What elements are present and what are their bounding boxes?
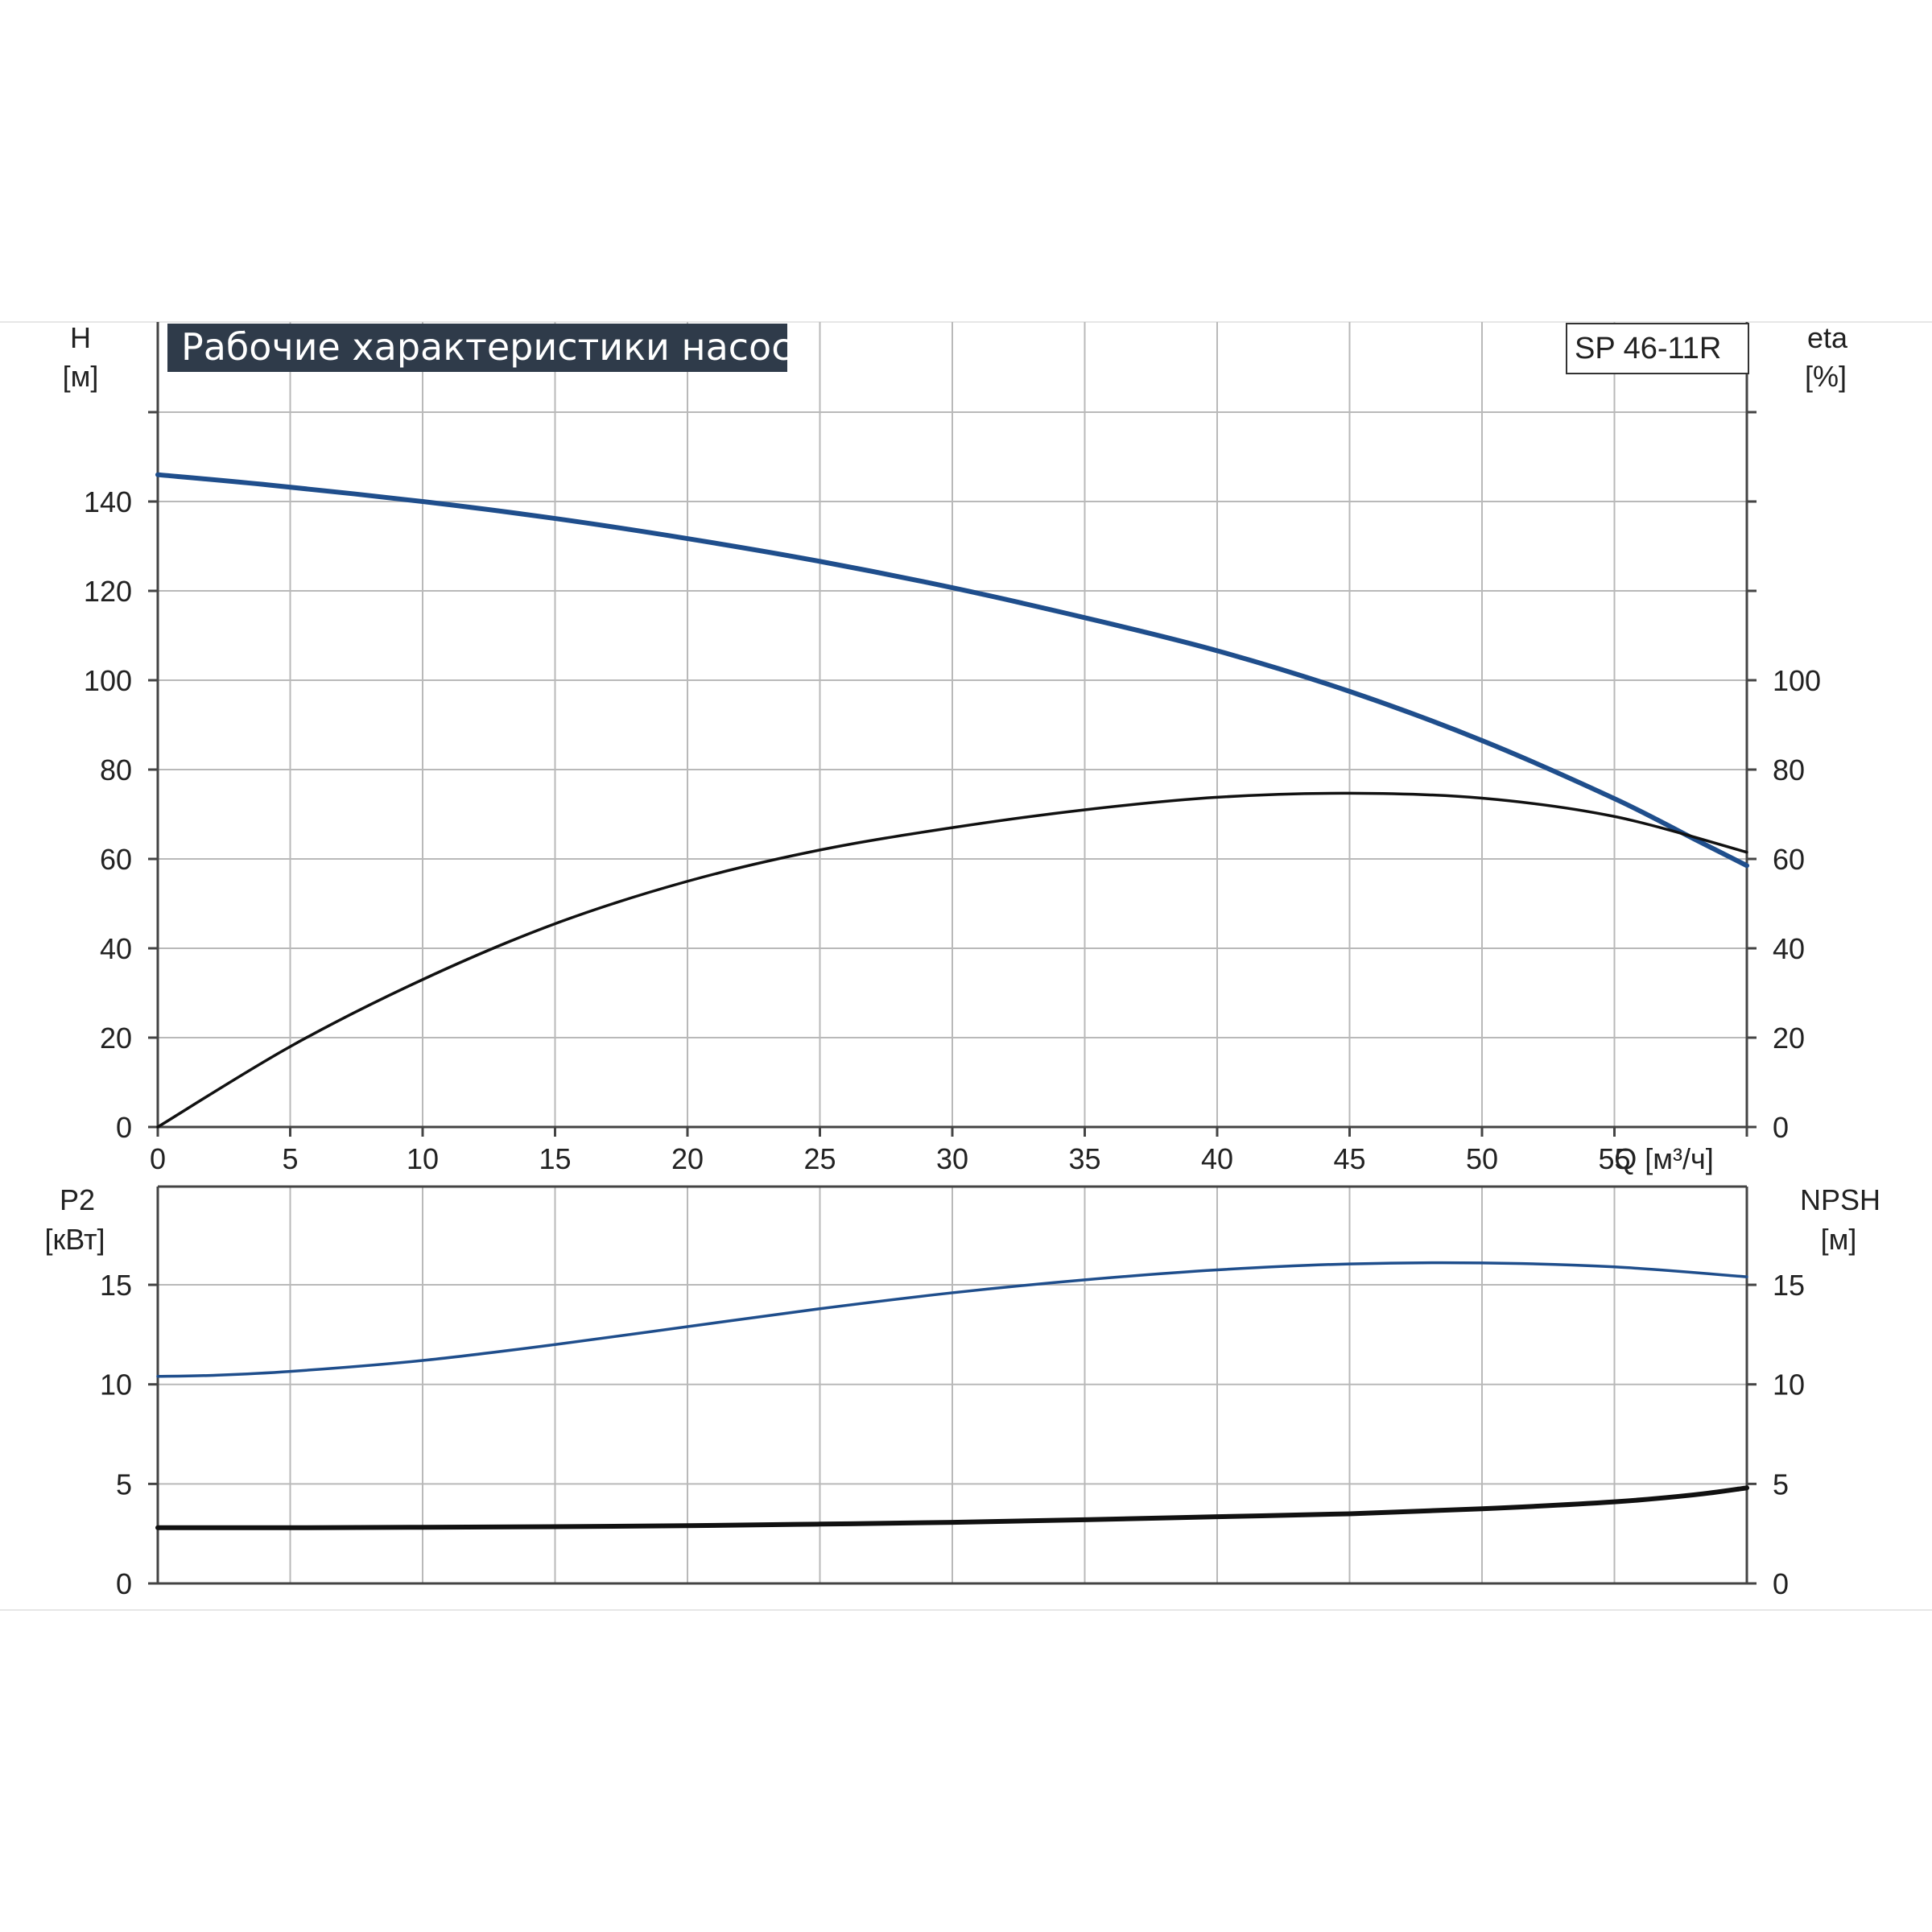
- top-y-right-tick-label: 0: [1773, 1111, 1789, 1144]
- y-left-unit-top: [м]: [63, 360, 99, 393]
- top-y-left-tick-label: 60: [100, 843, 132, 876]
- bottom-series-1: [155, 1485, 1749, 1530]
- y-right-title-bottom: NPSH: [1800, 1183, 1880, 1216]
- top-y-right-tick-label: 40: [1773, 932, 1805, 965]
- model-box: [1566, 323, 1749, 374]
- top-y-left-tick-label: 80: [100, 753, 132, 786]
- chart-title: Рабочие характеристики насоса: [181, 325, 815, 369]
- y-left-title-bottom: P2: [60, 1183, 95, 1216]
- bottom-y-right-tick-label: 5: [1773, 1468, 1789, 1501]
- x-tick-label: 0: [150, 1142, 166, 1175]
- bottom-series-0: [156, 1261, 1748, 1378]
- top-y-right-tick-label: 60: [1773, 843, 1805, 876]
- y-right-unit-bottom: [м]: [1821, 1223, 1857, 1256]
- top-series-0: [155, 472, 1749, 869]
- x-tick-label: 10: [407, 1142, 439, 1175]
- x-tick-label: 30: [936, 1142, 968, 1175]
- x-tick-label: 25: [803, 1142, 836, 1175]
- bottom-plot-grid: [158, 1187, 1748, 1583]
- axes: [148, 322, 1757, 1585]
- x-tick-label: 20: [671, 1142, 704, 1175]
- x-tick-label: 15: [539, 1142, 571, 1175]
- top-y-left-tick-label: 100: [84, 664, 132, 697]
- y-left-unit-bottom: [кВт]: [44, 1223, 105, 1256]
- series-layer: [155, 472, 1749, 1530]
- bottom-y-right-tick-label: 0: [1773, 1567, 1789, 1600]
- y-right-unit-top: [%]: [1805, 360, 1847, 393]
- top-y-left-tick-label: 120: [84, 575, 132, 608]
- x-tick-label: 55: [1598, 1142, 1630, 1175]
- x-tick-label: 45: [1333, 1142, 1365, 1175]
- bottom-y-right-tick-label: 10: [1773, 1368, 1805, 1402]
- bottom-y-left-tick-label: 10: [100, 1368, 132, 1402]
- y-left-title-top: H: [70, 321, 91, 354]
- y-right-title-top: eta: [1807, 321, 1848, 354]
- top-y-left-tick-label: 40: [100, 932, 132, 965]
- chart-title-box: [167, 324, 787, 372]
- model-label: SP 46-11R: [1575, 332, 1721, 365]
- top-plot-grid: [158, 322, 1748, 1127]
- top-series-1: [156, 791, 1748, 1129]
- top-y-right-tick-label: 100: [1773, 664, 1821, 697]
- bottom-y-left-tick-label: 15: [100, 1269, 132, 1302]
- x-tick-label: 50: [1466, 1142, 1498, 1175]
- x-axis-title: Q [м³/ч]: [1614, 1142, 1714, 1175]
- top-y-left-tick-label: 140: [84, 485, 132, 518]
- tick-labels: 0 5 10 15 20 25 30 35 40 45 50 55020406080100120140…: [84, 485, 1821, 1600]
- bottom-y-left-tick-label: 0: [116, 1567, 132, 1600]
- x-tick-label: 35: [1068, 1142, 1100, 1175]
- x-tick-label: 5: [282, 1142, 298, 1175]
- top-y-left-tick-label: 20: [100, 1022, 132, 1055]
- top-y-right-tick-label: 20: [1773, 1022, 1805, 1055]
- x-tick-label: 40: [1201, 1142, 1233, 1175]
- top-y-left-tick-label: 0: [116, 1111, 132, 1144]
- top-y-right-tick-label: 80: [1773, 753, 1805, 786]
- bottom-y-right-tick-label: 15: [1773, 1269, 1805, 1302]
- bottom-y-left-tick-label: 5: [116, 1468, 132, 1501]
